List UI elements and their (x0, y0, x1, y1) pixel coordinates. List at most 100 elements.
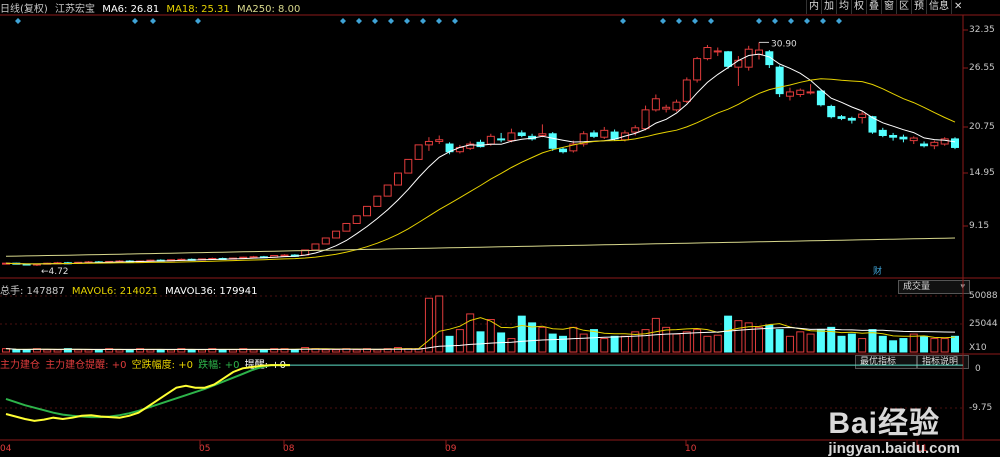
candle-body-86 (889, 134, 898, 138)
volume-bar-67 (693, 329, 702, 353)
baidu-watermark: Bai经验 jingyan.baidu.com (828, 398, 960, 457)
candle-body-81 (837, 116, 846, 119)
candle-body-66 (682, 79, 691, 102)
event-marker-11 (452, 18, 458, 24)
event-marker-20 (804, 18, 810, 24)
candle-body-85 (878, 129, 887, 136)
volume-bar-26 (270, 348, 279, 353)
event-markers (15, 18, 842, 24)
volume-bar-60 (620, 335, 629, 353)
candle-body-89 (920, 143, 929, 147)
volume-bar-49 (507, 338, 516, 353)
volume-bar-23 (239, 348, 248, 353)
volume-bar-74 (765, 324, 774, 353)
volume-bar-88 (909, 333, 918, 353)
volume-bar-92 (951, 335, 959, 353)
volume-bar-61 (631, 331, 640, 353)
candle-body-64 (662, 106, 671, 110)
volume-bar-21 (218, 349, 227, 353)
volume-bar-80 (827, 326, 836, 353)
toolbar-btn-die[interactable]: 叠 (866, 0, 881, 14)
period-label: 日线(复权) (0, 4, 48, 15)
volume-bar-8 (84, 349, 93, 353)
best-indicator-label: 最优指标 (860, 357, 897, 367)
event-marker-8 (404, 18, 410, 24)
volume-bar-87 (899, 338, 908, 353)
volume-bar-69 (713, 334, 722, 353)
volume-bar-66 (682, 331, 691, 353)
volume-bar-79 (816, 329, 825, 353)
event-marker-7 (388, 18, 394, 24)
mavol36-line (5, 326, 956, 350)
volume-bar-42 (435, 295, 444, 353)
volume-bar-59 (610, 335, 619, 353)
toolbar-btn-quan[interactable]: 权 (851, 0, 866, 14)
candle-body-41 (424, 140, 433, 146)
candle-body-77 (796, 89, 805, 95)
candle-body-27 (280, 254, 289, 257)
candle-body-79 (816, 90, 825, 106)
indicator-lines (5, 364, 963, 422)
volume-mavol36: MAVOL36: 179941 (165, 286, 258, 297)
date-label-04: 04 (0, 444, 12, 454)
volume-bar-15 (156, 349, 165, 353)
candle-body-39 (404, 158, 413, 174)
close-icon[interactable]: ✕ (951, 0, 964, 14)
volume-bar-24 (249, 349, 258, 353)
volume-indicator-dropdown[interactable]: 成交量 ▾ (898, 280, 970, 294)
volume-bar-44 (455, 329, 464, 353)
volume-bar-43 (445, 335, 454, 353)
volume-bar-28 (290, 349, 299, 353)
event-marker-14 (676, 18, 682, 24)
candle-body-48 (497, 138, 506, 141)
volume-bar-71 (734, 320, 743, 353)
watermark-brand: Bai经验 (828, 407, 940, 440)
candle-body-82 (847, 117, 856, 121)
toolbar-btn-jun[interactable]: 均 (836, 0, 851, 14)
ma18-line (5, 78, 956, 265)
candle-body-59 (610, 131, 619, 140)
stock-name: 江苏宏宝 (55, 4, 95, 15)
volume-bar-51 (528, 322, 537, 353)
toolbar-btn-yu[interactable]: 预 (911, 0, 926, 14)
volume-bar-36 (373, 349, 382, 353)
toolbar-btn-qu[interactable]: 区 (896, 0, 911, 14)
volume-bar-13 (136, 348, 145, 353)
toolbar-btn-info[interactable]: 信息 (926, 0, 951, 14)
candle-body-88 (909, 137, 918, 142)
volume-bar-73 (755, 326, 764, 353)
ind-title-kongdie: 空跌幅度: +0 (131, 360, 193, 371)
event-marker-10 (436, 18, 442, 24)
volume-bar-5 (53, 349, 62, 353)
volume-bar-46 (476, 331, 485, 353)
volume-bar-6 (63, 348, 72, 353)
volume-bar-50 (517, 315, 526, 353)
event-marker-0 (15, 18, 21, 24)
toolbar-btn-jia[interactable]: 加 (821, 0, 836, 14)
event-marker-15 (692, 18, 698, 24)
volume-bar-91 (940, 338, 949, 353)
price-tick-32.35: 32.35 (969, 25, 995, 35)
finance-marker: 财 (873, 265, 882, 277)
volume-mavol6: MAVOL6: 214021 (71, 286, 158, 297)
volume-bar-53 (548, 333, 557, 353)
volume-bar-85 (878, 335, 887, 353)
volume-tick-mid: 25044 (969, 319, 998, 329)
indicator-green-line (5, 364, 290, 419)
candle-body-61 (631, 127, 640, 133)
candle-body-47 (486, 135, 495, 145)
volume-bar-83 (858, 338, 867, 353)
volume-unit: X10 (969, 343, 987, 353)
candle-body-36 (373, 195, 382, 207)
ma250-line (5, 237, 956, 257)
volume-bar-86 (889, 340, 898, 353)
candle-body-53 (548, 133, 557, 149)
volume-bar-90 (930, 338, 939, 353)
candle-body-71 (734, 59, 743, 68)
toolbar-btn-nei[interactable]: 内 (806, 0, 821, 14)
toolbar-btn-chuang[interactable]: 窗 (881, 0, 896, 14)
event-marker-6 (372, 18, 378, 24)
volume-bar-37 (383, 348, 392, 353)
volume-bar-54 (559, 335, 568, 353)
